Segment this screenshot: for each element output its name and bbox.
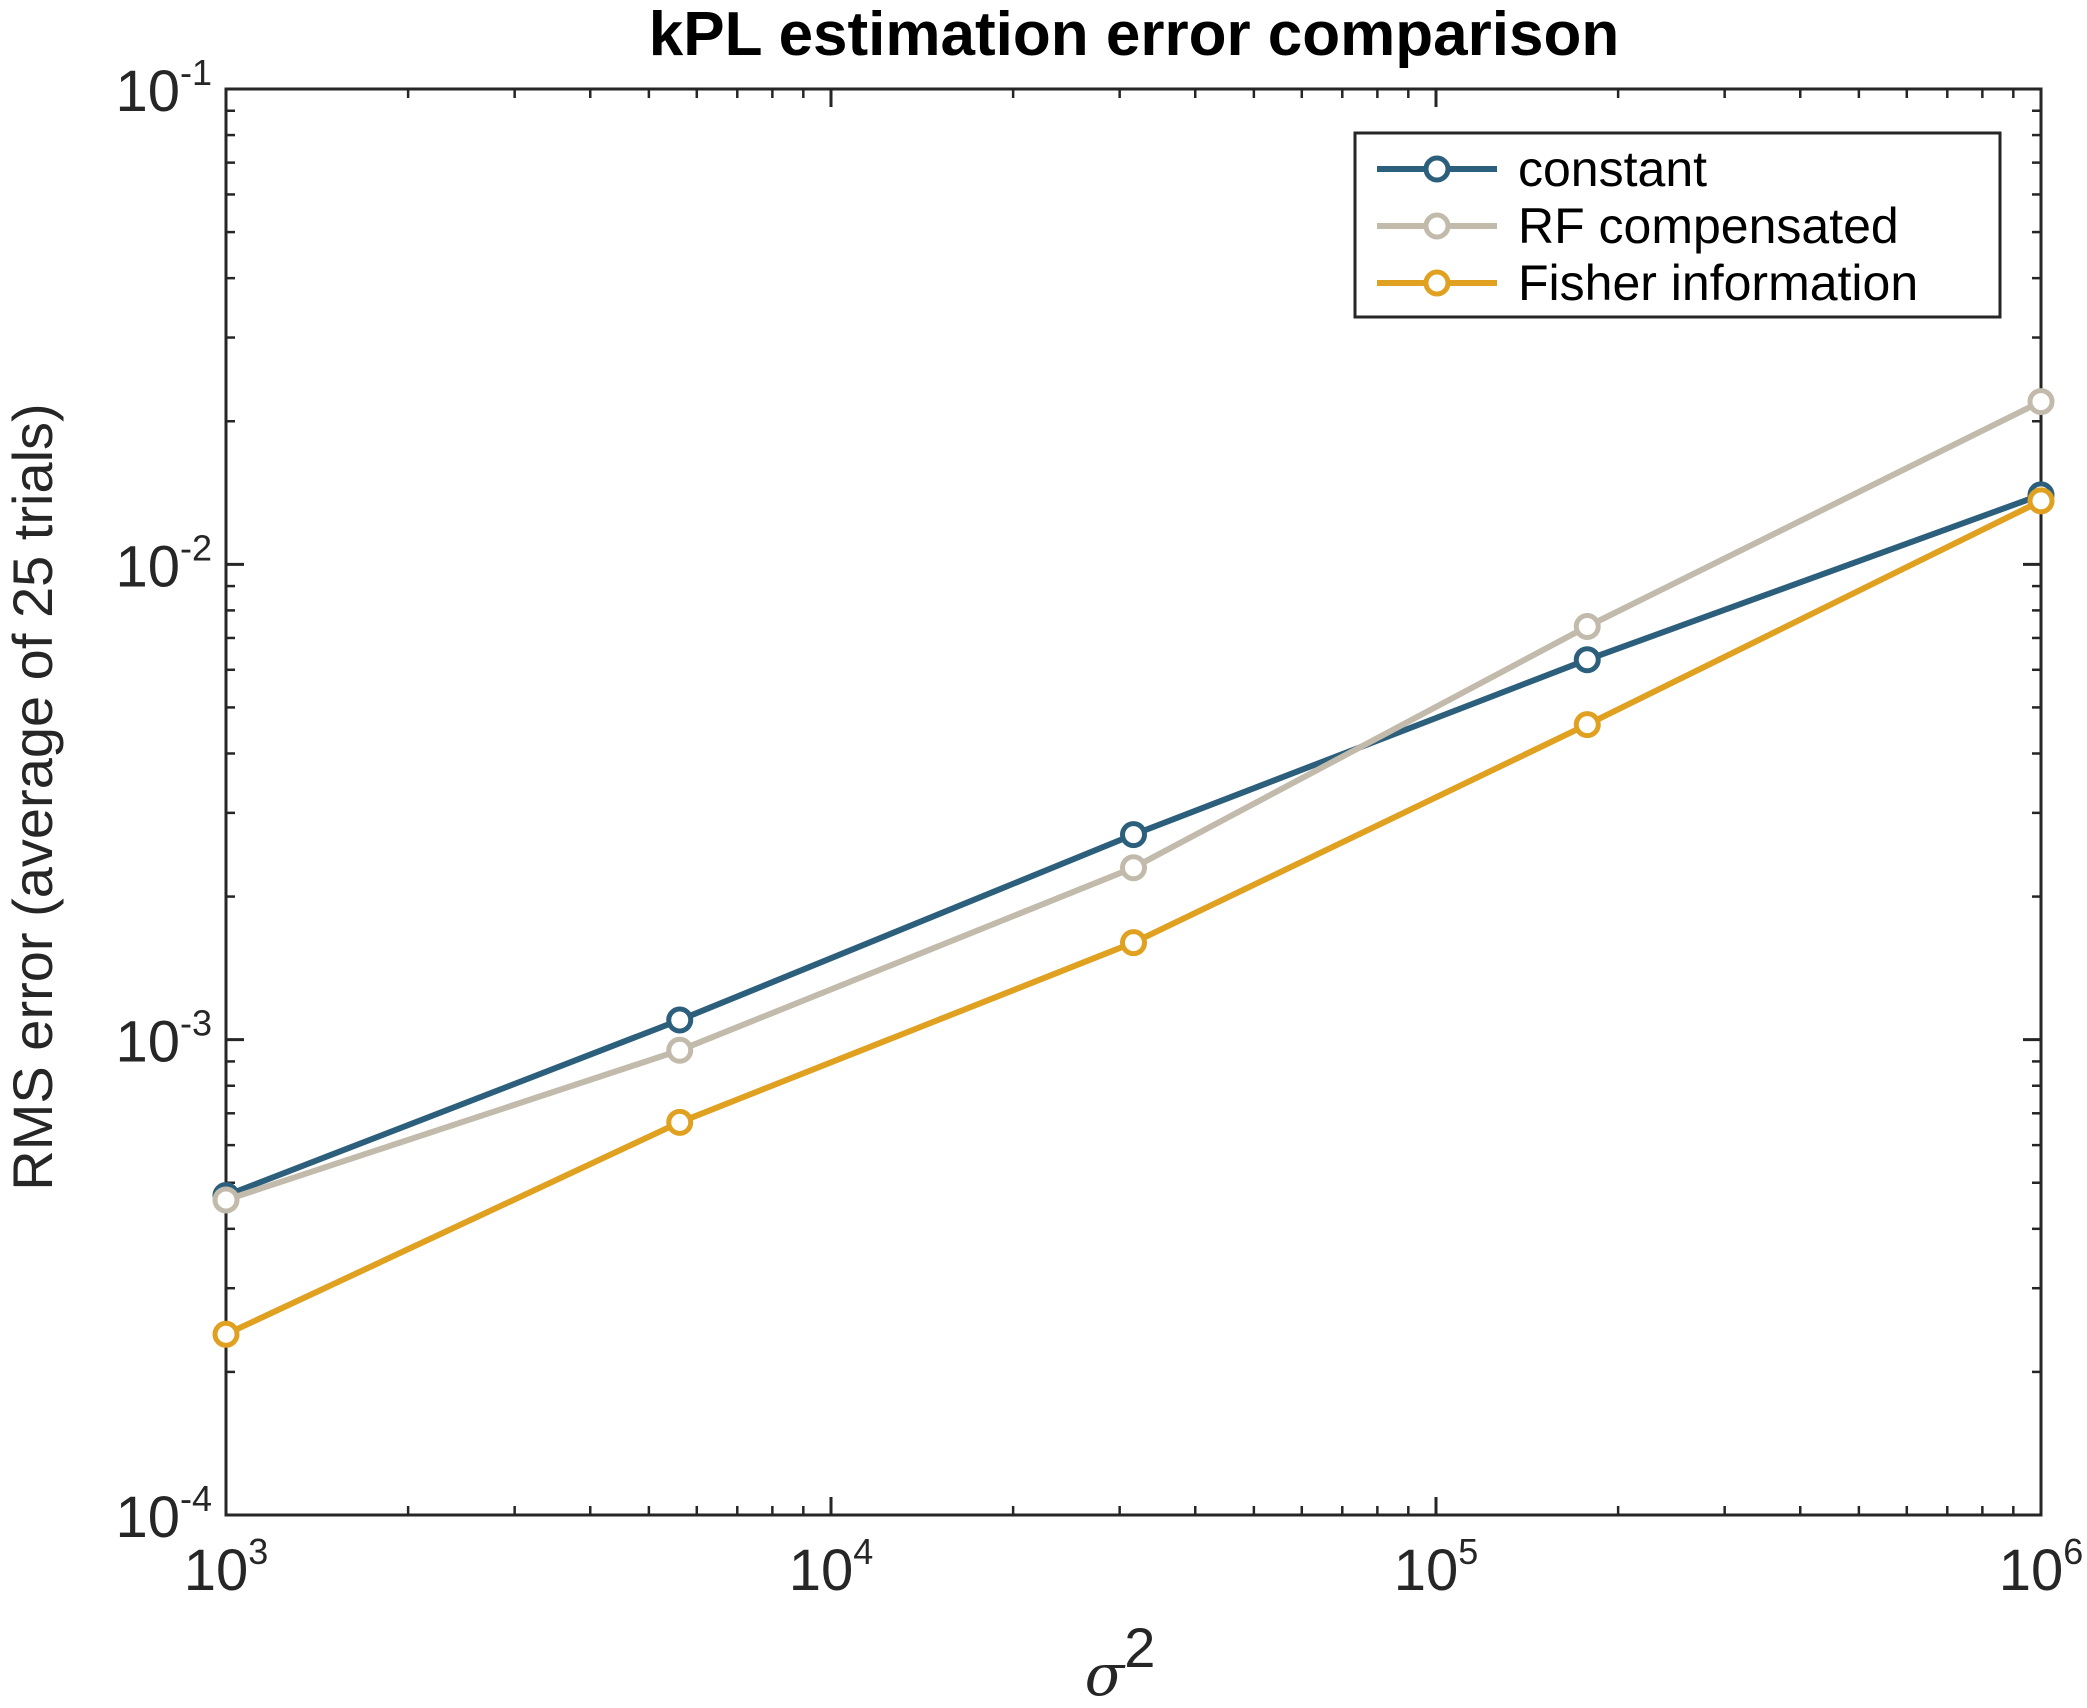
legend-label-constant: constant	[1518, 141, 1707, 197]
data-point-fisher-information	[2027, 487, 2055, 515]
legend-marker-constant	[1423, 155, 1451, 183]
data-point-fisher-information	[212, 1320, 240, 1348]
data-point-constant	[666, 1006, 694, 1034]
plot-area	[224, 87, 2043, 1517]
y-tick-label: 10-1	[115, 52, 212, 124]
x-axis-label-exponent: 2	[1124, 1616, 1155, 1679]
x-tick-label: 103	[184, 1531, 269, 1603]
major-ticks	[224, 87, 2043, 1517]
data-point-fisher-information	[1573, 711, 1601, 739]
data-point-rf-compensated	[212, 1186, 240, 1214]
y-tick-labels: 10-4 10-3 10-2 10-1	[115, 52, 212, 1550]
x-tick-label: 105	[1394, 1531, 1479, 1603]
x-axis-label-symbol: σ	[1085, 1641, 1126, 1708]
series-layer	[212, 388, 2055, 1348]
x-tick-labels: 103 104 105 106	[184, 1531, 2084, 1603]
y-tick-label: 10-2	[115, 527, 212, 599]
legend-label-fisher-information: Fisher information	[1518, 255, 1918, 311]
legend-marker-fisher-information	[1423, 269, 1451, 297]
minor-ticks	[226, 89, 2041, 1515]
data-point-fisher-information	[666, 1108, 694, 1136]
series-line-fisher-information	[224, 498, 2043, 1338]
data-point-rf-compensated	[1573, 612, 1601, 640]
chart-title: kPL estimation error comparison	[649, 0, 1619, 69]
data-point-rf-compensated	[666, 1036, 694, 1064]
data-point-constant	[1573, 646, 1601, 674]
data-point-rf-compensated	[2027, 388, 2055, 416]
y-tick-label: 10-3	[115, 1003, 212, 1075]
y-tick-label: 10-4	[115, 1478, 212, 1550]
data-point-rf-compensated	[1120, 854, 1148, 882]
legend-label-rf-compensated: RF compensated	[1518, 198, 1899, 254]
data-point-constant	[1120, 821, 1148, 849]
x-tick-label: 104	[789, 1531, 874, 1603]
axes-frame	[224, 87, 2043, 1517]
data-point-fisher-information	[1120, 929, 1148, 957]
series-line-rf-compensated	[225, 398, 2043, 1203]
x-axis-label: σ2	[1085, 1616, 1156, 1708]
legend-marker-rf-compensated	[1423, 212, 1451, 240]
x-tick-label: 106	[1999, 1531, 2084, 1603]
y-axis-label: RMS error (average of 25 trials)	[1, 403, 64, 1190]
